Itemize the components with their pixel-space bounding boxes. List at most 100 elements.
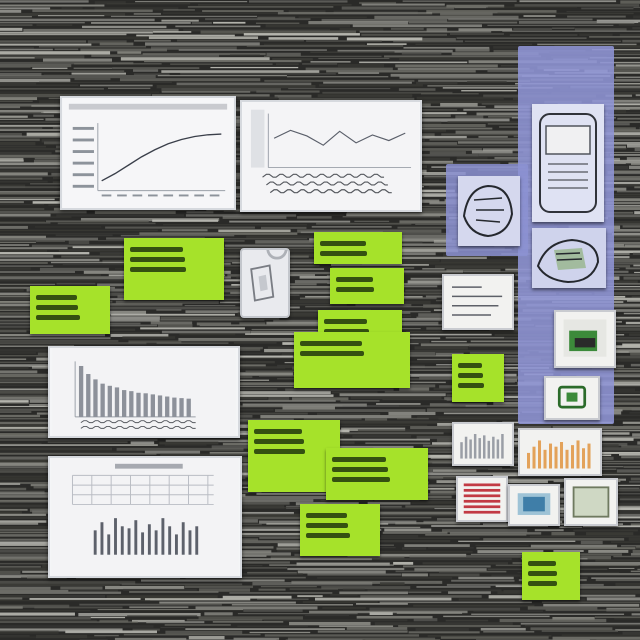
note-scribble (300, 341, 363, 346)
bars-card-b (518, 428, 602, 476)
sticky-note (300, 504, 380, 556)
scribble-labels (262, 173, 392, 194)
bar (487, 440, 491, 459)
bar (122, 390, 127, 417)
line-chart-card (60, 96, 236, 210)
note-scribble (254, 439, 304, 444)
table-chart-card (48, 456, 242, 578)
note-scribble (528, 561, 556, 566)
bar (179, 398, 184, 417)
note-scribble (300, 351, 365, 356)
bar-chart-card (48, 346, 240, 438)
bar-series (78, 365, 191, 417)
bar (93, 379, 98, 417)
note-scribble (324, 319, 368, 324)
stripe (463, 483, 501, 487)
note-scribble (130, 247, 183, 252)
hand-sketch-icon (462, 184, 514, 238)
bar (478, 438, 481, 459)
sticky-note (522, 552, 580, 600)
device-card (508, 484, 560, 526)
bar (496, 439, 500, 459)
bar (186, 398, 191, 417)
note-scribble (458, 373, 483, 378)
stripe (463, 494, 501, 498)
bar (120, 526, 124, 555)
clipboard-clip (240, 248, 290, 318)
stripe (463, 510, 501, 514)
bar (576, 440, 580, 469)
note-scribble (254, 429, 302, 434)
bar (161, 518, 165, 555)
bar (473, 434, 477, 459)
bars-card-a (452, 422, 514, 466)
bar (129, 391, 134, 417)
bar (464, 436, 468, 459)
bar (107, 385, 112, 417)
bar (543, 449, 547, 469)
note-scribble (458, 363, 482, 368)
bar (134, 520, 138, 555)
chart-header-bar (68, 103, 228, 110)
stripe (463, 488, 501, 492)
hand-sketch-card (458, 176, 520, 246)
mini-stripe-series (463, 483, 501, 514)
hand-sketch-card-2 (532, 228, 606, 288)
bar (78, 365, 84, 417)
stripe (463, 505, 501, 509)
bar (181, 522, 185, 555)
bar (582, 448, 586, 469)
bar (100, 522, 104, 555)
note-scribble (332, 477, 390, 482)
bar-chart (52, 348, 236, 436)
sticky-note (326, 448, 428, 500)
stripe (463, 499, 501, 503)
note-scribble (254, 449, 306, 454)
line-series (101, 133, 222, 182)
text-card (442, 274, 514, 330)
tablet-sketch-icon (539, 113, 597, 213)
mini-bar-series (527, 440, 591, 469)
bar (560, 442, 564, 469)
hand-sketch-icon (536, 238, 600, 284)
bar (174, 534, 178, 555)
note-scribble (336, 277, 374, 282)
sticky-note (330, 268, 404, 304)
sticky-note (30, 286, 110, 334)
bar (127, 528, 131, 555)
trend-line (273, 129, 406, 146)
bar (114, 518, 117, 555)
note-scribble (36, 295, 77, 300)
bar (141, 532, 145, 555)
green-card (564, 478, 618, 526)
bar (532, 446, 536, 469)
bar (172, 397, 177, 417)
note-scribble (332, 457, 386, 462)
bar (114, 387, 120, 417)
bar (565, 449, 569, 469)
note-scribble (528, 581, 558, 586)
note-scribble (306, 523, 349, 528)
bar (150, 394, 155, 417)
bar (554, 446, 558, 469)
bar (587, 443, 591, 469)
trend-chart-card (240, 100, 422, 212)
bar (136, 392, 141, 417)
sticky-note (314, 232, 402, 264)
note-scribble (130, 267, 187, 272)
bar (492, 436, 495, 459)
note-scribble (306, 513, 347, 518)
trend-chart (243, 102, 419, 210)
bar (188, 530, 192, 555)
bar (100, 383, 105, 417)
sticky-note (294, 332, 410, 388)
bar (168, 526, 172, 555)
note-scribble (332, 467, 388, 472)
photo-card (554, 310, 616, 368)
bar (107, 534, 111, 555)
bar (483, 435, 486, 459)
bar (195, 526, 199, 555)
note-scribble (336, 287, 375, 292)
note-scribble (130, 257, 185, 262)
